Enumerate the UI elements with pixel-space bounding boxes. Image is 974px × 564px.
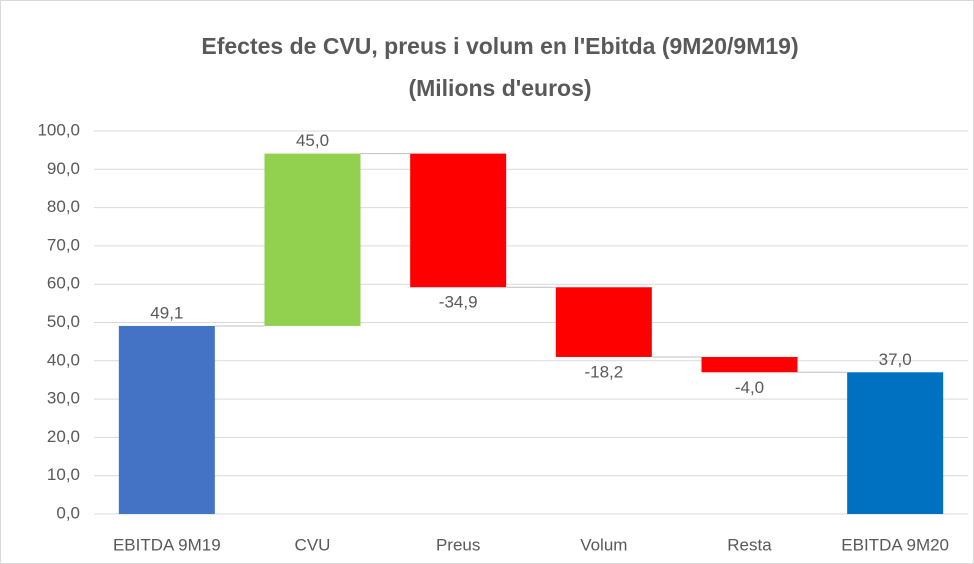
bar	[701, 356, 798, 373]
x-tick-label: CVU	[295, 535, 331, 554]
value-label: -18,2	[584, 362, 623, 381]
y-tick-label: 30,0	[47, 389, 80, 408]
y-tick-label: 0,0	[56, 503, 80, 522]
x-tick-label: EBITDA 9M20	[841, 535, 949, 554]
value-label: -4,0	[735, 378, 764, 397]
y-tick-label: 50,0	[47, 312, 80, 331]
y-tick-label: 10,0	[47, 465, 80, 484]
x-tick-label: Resta	[727, 535, 772, 554]
value-label: -34,9	[439, 293, 478, 312]
x-tick-label: Volum	[580, 535, 627, 554]
bar	[847, 372, 944, 514]
y-tick-label: 80,0	[47, 197, 80, 216]
x-tick-label: Preus	[436, 535, 480, 554]
x-tick-label: EBITDA 9M19	[113, 535, 221, 554]
chart-title: Efectes de CVU, preus i volum en l'Ebitd…	[201, 33, 798, 59]
value-label: 37,0	[879, 350, 912, 369]
y-tick-label: 60,0	[47, 274, 80, 293]
bar	[410, 153, 507, 288]
value-label: 49,1	[150, 303, 183, 322]
value-label: 45,0	[296, 131, 329, 150]
y-tick-label: 100,0	[37, 120, 80, 139]
bar	[118, 325, 215, 514]
y-tick-label: 70,0	[47, 235, 80, 254]
bar	[555, 287, 652, 357]
bar	[264, 153, 361, 326]
y-tick-label: 40,0	[47, 350, 80, 369]
chart-subtitle: (Milions d'euros)	[408, 75, 591, 101]
y-tick-label: 20,0	[47, 427, 80, 446]
y-tick-label: 90,0	[47, 159, 80, 178]
